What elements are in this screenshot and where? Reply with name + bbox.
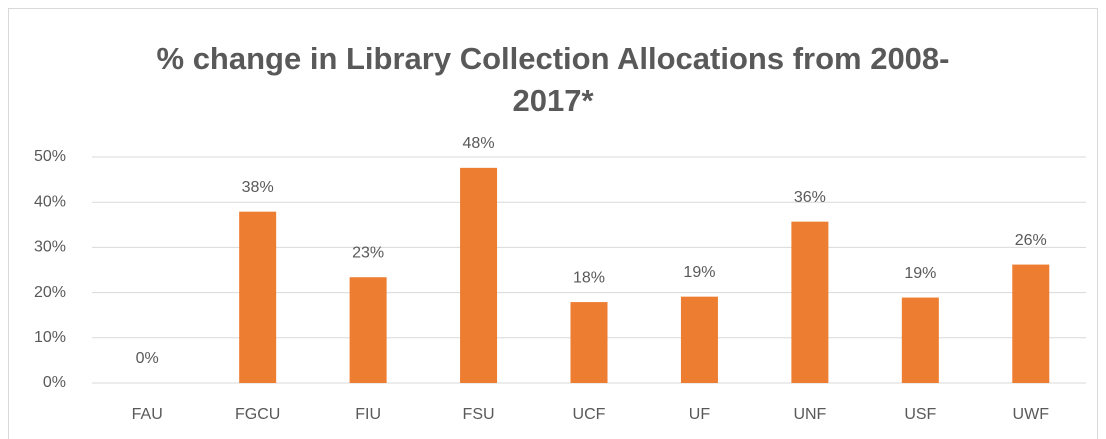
y-tick-label: 10% [34,329,66,346]
x-tick-label: FGCU [235,406,280,423]
x-tick-label: UNF [793,406,826,423]
bar [239,211,277,383]
bar [680,296,718,383]
bar [570,302,608,383]
y-tick-label: 20% [34,284,66,301]
bar [901,297,939,383]
data-label: 19% [904,265,936,282]
y-tick-label: 30% [34,239,66,256]
chart-title: % change in Library Collection Allocatio… [156,41,950,118]
data-label: 26% [1015,232,1047,249]
x-tick-label: FSU [463,406,495,423]
data-label: 0% [136,350,159,367]
data-label: 19% [683,264,715,281]
data-label: 38% [242,179,274,196]
y-tick-label: 40% [34,193,66,210]
bar [349,277,387,383]
bar [460,167,498,383]
x-tick-label: USF [904,406,936,423]
bar [791,221,829,383]
x-tick-label: UF [689,406,711,423]
x-tick-label: UWF [1013,406,1050,423]
data-label: 36% [794,189,826,206]
y-tick-label: 50% [34,148,66,165]
bar [1012,264,1050,383]
chart-border [8,8,1098,439]
data-label: 48% [463,135,495,152]
y-tick-label: 0% [43,374,66,391]
x-tick-label: FAU [132,406,163,423]
x-tick-label: UCF [573,406,606,423]
data-label: 18% [573,269,605,286]
x-tick-label: FIU [355,406,381,423]
data-label: 23% [352,244,384,261]
